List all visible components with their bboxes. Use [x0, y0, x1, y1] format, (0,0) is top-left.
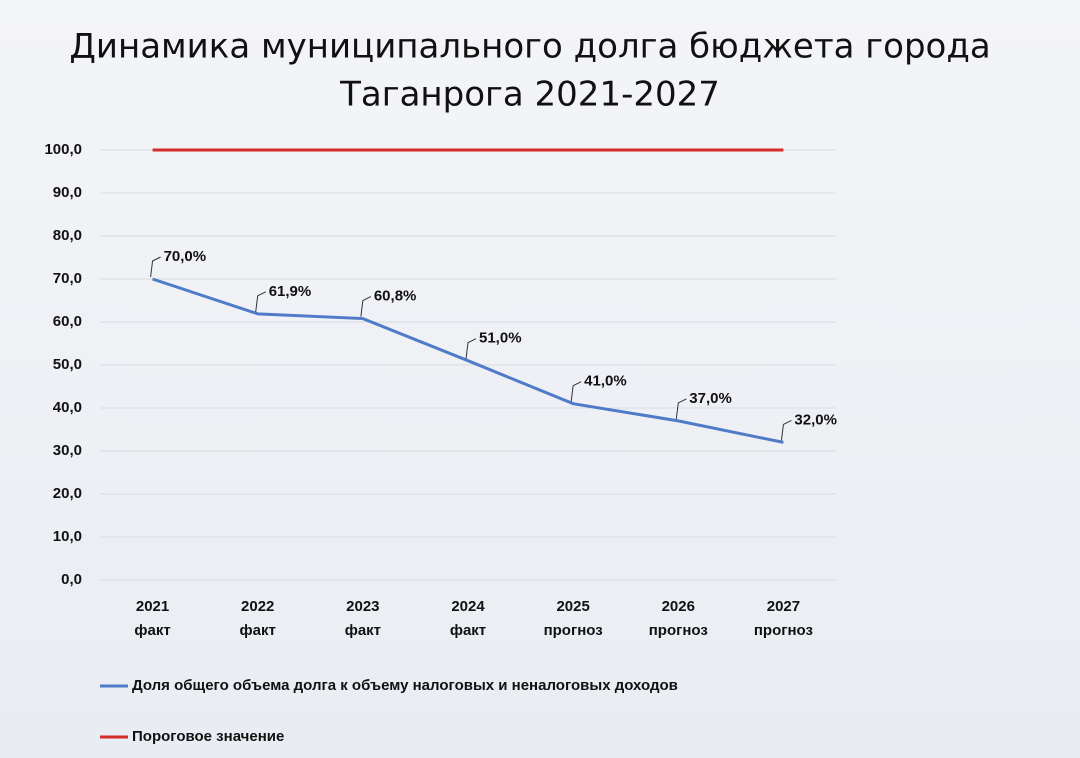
x-tick-label: факт [450, 622, 486, 639]
chart-title: Таганрога 2021-2027 [339, 75, 720, 115]
x-tick-label: 2023 [346, 598, 379, 615]
legend-label: Доля общего объема долга к объему налого… [132, 677, 678, 694]
legend-label: Пороговое значение [132, 728, 284, 745]
leader-line [780, 419, 792, 441]
data-label: 60,8% [374, 288, 417, 305]
data-label: 51,0% [479, 330, 522, 347]
x-tick-label: прогноз [649, 622, 708, 639]
leader-line [675, 398, 687, 419]
y-tick-label: 30,0 [53, 442, 82, 459]
y-tick-label: 40,0 [53, 399, 82, 416]
x-tick-label: прогноз [754, 622, 813, 639]
x-tick-label: 2027 [767, 598, 800, 615]
x-tick-label: факт [134, 622, 170, 639]
x-tick-label: 2024 [451, 598, 485, 615]
x-tick-label: факт [240, 622, 276, 639]
data-label: 37,0% [689, 390, 732, 407]
series-line [152, 277, 784, 444]
data-label: 70,0% [164, 248, 207, 265]
y-tick-label: 70,0 [53, 270, 82, 287]
data-label: 41,0% [584, 373, 627, 390]
leader-line [465, 338, 477, 359]
y-tick-label: 100,0 [44, 141, 82, 158]
data-label: 61,9% [269, 283, 312, 300]
x-tick-label: 2025 [556, 598, 589, 615]
y-tick-label: 60,0 [53, 313, 82, 330]
leader-line [150, 256, 161, 278]
y-tick-label: 0,0 [61, 571, 82, 588]
chart-title: Динамика муниципального долга бюджета го… [69, 27, 990, 67]
x-tick-label: 2022 [241, 598, 274, 615]
leader-line [255, 291, 266, 312]
leader-line [570, 381, 582, 402]
x-tick-label: факт [345, 622, 381, 639]
y-tick-label: 10,0 [53, 528, 82, 545]
y-tick-label: 20,0 [53, 485, 82, 502]
y-tick-label: 80,0 [53, 227, 82, 244]
x-tick-label: прогноз [544, 622, 603, 639]
y-tick-label: 50,0 [53, 356, 82, 373]
x-tick-label: 2026 [662, 598, 695, 615]
x-tick-label: 2021 [136, 598, 169, 615]
leader-line [360, 296, 372, 317]
data-label: 32,0% [794, 411, 837, 428]
y-tick-label: 90,0 [53, 184, 82, 201]
